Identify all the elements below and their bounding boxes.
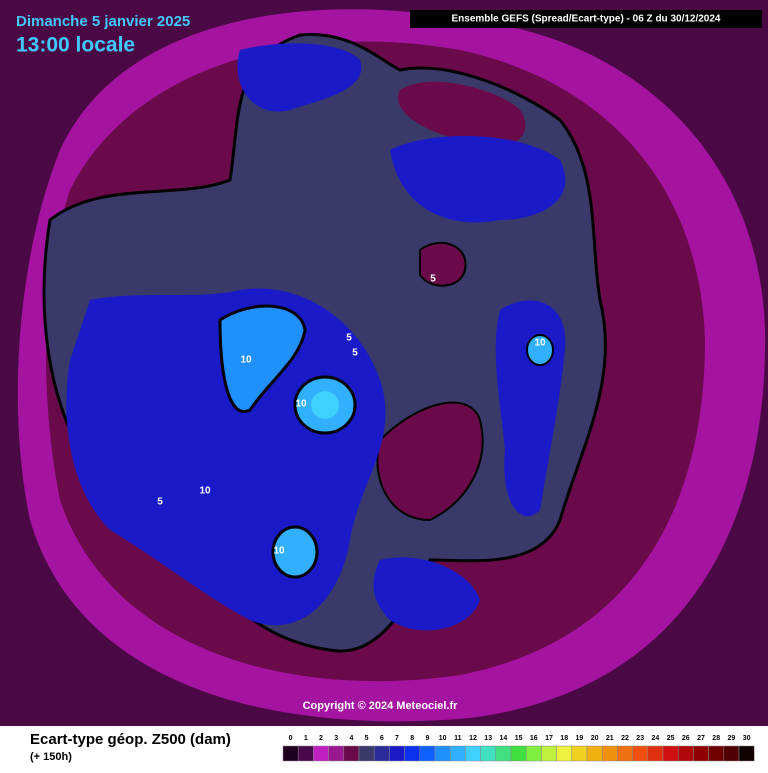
colorbar-label: 6	[380, 735, 384, 742]
colorbar-label: 13	[484, 735, 492, 742]
contour-label: 5	[346, 333, 352, 344]
colorbar-swatch	[571, 745, 588, 762]
colorbar-swatch	[647, 745, 664, 762]
spread-region	[390, 136, 566, 223]
contour-label: 5	[430, 274, 436, 285]
colorbar-label: 10	[439, 735, 447, 742]
time-title: 13:00 locale	[16, 34, 135, 57]
colorbar-label: 20	[591, 735, 599, 742]
legend-subtitle: (+ 150h)	[30, 751, 72, 763]
colorbar-label: 21	[606, 735, 614, 742]
run-info: Ensemble GEFS (Spread/Ecart-type) - 06 Z…	[452, 14, 721, 25]
colorbar-label: 22	[621, 735, 629, 742]
colorbar-label: 18	[560, 735, 568, 742]
contour-label: 10	[199, 486, 211, 497]
colorbar-swatch	[677, 745, 694, 762]
spread-region	[237, 43, 362, 112]
spread-region	[398, 81, 526, 149]
legend-title: Ecart-type géop. Z500 (dam)	[30, 731, 231, 748]
colorbar-swatch	[480, 745, 497, 762]
colorbar-label: 29	[728, 735, 736, 742]
colorbar-swatch	[404, 745, 421, 762]
colorbar-swatch	[738, 745, 755, 762]
colorbar-label: 23	[636, 735, 644, 742]
colorbar-swatch	[419, 745, 436, 762]
colorbar-label: 7	[395, 735, 399, 742]
copyright: Copyright © 2024 Meteociel.fr	[303, 700, 459, 712]
colorbar-label: 27	[697, 735, 705, 742]
colorbar-swatch	[525, 745, 542, 762]
colorbar-label: 25	[667, 735, 675, 742]
contour-label: 10	[240, 355, 252, 366]
colorbar-label: 26	[682, 735, 690, 742]
contour-label: 10	[295, 399, 307, 410]
colorbar-swatch	[373, 745, 390, 762]
spread-region	[311, 391, 339, 419]
colorbar-label: 0	[289, 735, 293, 742]
spread-region	[271, 525, 319, 579]
colorbar-swatch	[465, 745, 481, 762]
colorbar-label: 8	[410, 735, 414, 742]
colorbar-swatch	[297, 745, 314, 762]
colorbar-label: 19	[576, 735, 584, 742]
colorbar-swatch	[358, 745, 375, 762]
colorbar-swatch	[586, 745, 603, 762]
contour-label: 10	[534, 338, 546, 349]
colorbar-label: 24	[652, 735, 660, 742]
colorbar-swatch	[708, 745, 725, 762]
colorbar-swatch	[495, 745, 512, 762]
colorbar-swatch	[556, 745, 573, 762]
colorbar-swatch	[328, 745, 345, 762]
colorbar-swatch	[693, 745, 709, 762]
colorbar-label: 12	[469, 735, 477, 742]
colorbar-label: 11	[454, 735, 462, 742]
colorbar-label: 16	[530, 735, 538, 742]
spread-region	[419, 241, 467, 287]
contour-label: 5	[352, 348, 358, 359]
colorbar-swatch	[449, 745, 466, 762]
colorbar-label: 15	[515, 735, 523, 742]
run-box	[410, 10, 762, 28]
colorbar-swatch	[632, 745, 649, 762]
colorbar-label: 1	[304, 735, 308, 742]
colorbar-swatch	[313, 745, 329, 762]
colorbar-label: 4	[349, 735, 353, 742]
colorbar-swatch	[723, 745, 740, 762]
colorbar-swatch	[434, 745, 451, 762]
colorbar-swatch	[282, 745, 299, 762]
spread-region	[218, 304, 307, 413]
spread-region	[526, 334, 554, 366]
colorbar-swatch	[617, 745, 633, 762]
colorbar-swatch	[662, 745, 679, 762]
colorbar-label: 2	[319, 735, 323, 742]
colorbar-swatch	[601, 745, 618, 762]
colorbar-label: 28	[712, 735, 720, 742]
colorbar-label: 3	[334, 735, 338, 742]
date-title: Dimanche 5 janvier 2025	[16, 13, 190, 30]
colorbar-label: 30	[743, 735, 751, 742]
colorbar-swatch	[343, 745, 360, 762]
contour-label: 5	[157, 497, 163, 508]
colorbar-label: 5	[365, 735, 369, 742]
colorbar-label: 9	[425, 735, 429, 742]
colorbar-swatch	[389, 745, 405, 762]
contour-label: 10	[273, 546, 285, 557]
colorbar-swatch	[510, 745, 527, 762]
colorbar-label: 14	[500, 735, 508, 742]
spread-region	[373, 557, 480, 631]
spread-region	[376, 401, 484, 522]
colorbar-label: 17	[545, 735, 553, 742]
colorbar-swatch	[541, 745, 557, 762]
